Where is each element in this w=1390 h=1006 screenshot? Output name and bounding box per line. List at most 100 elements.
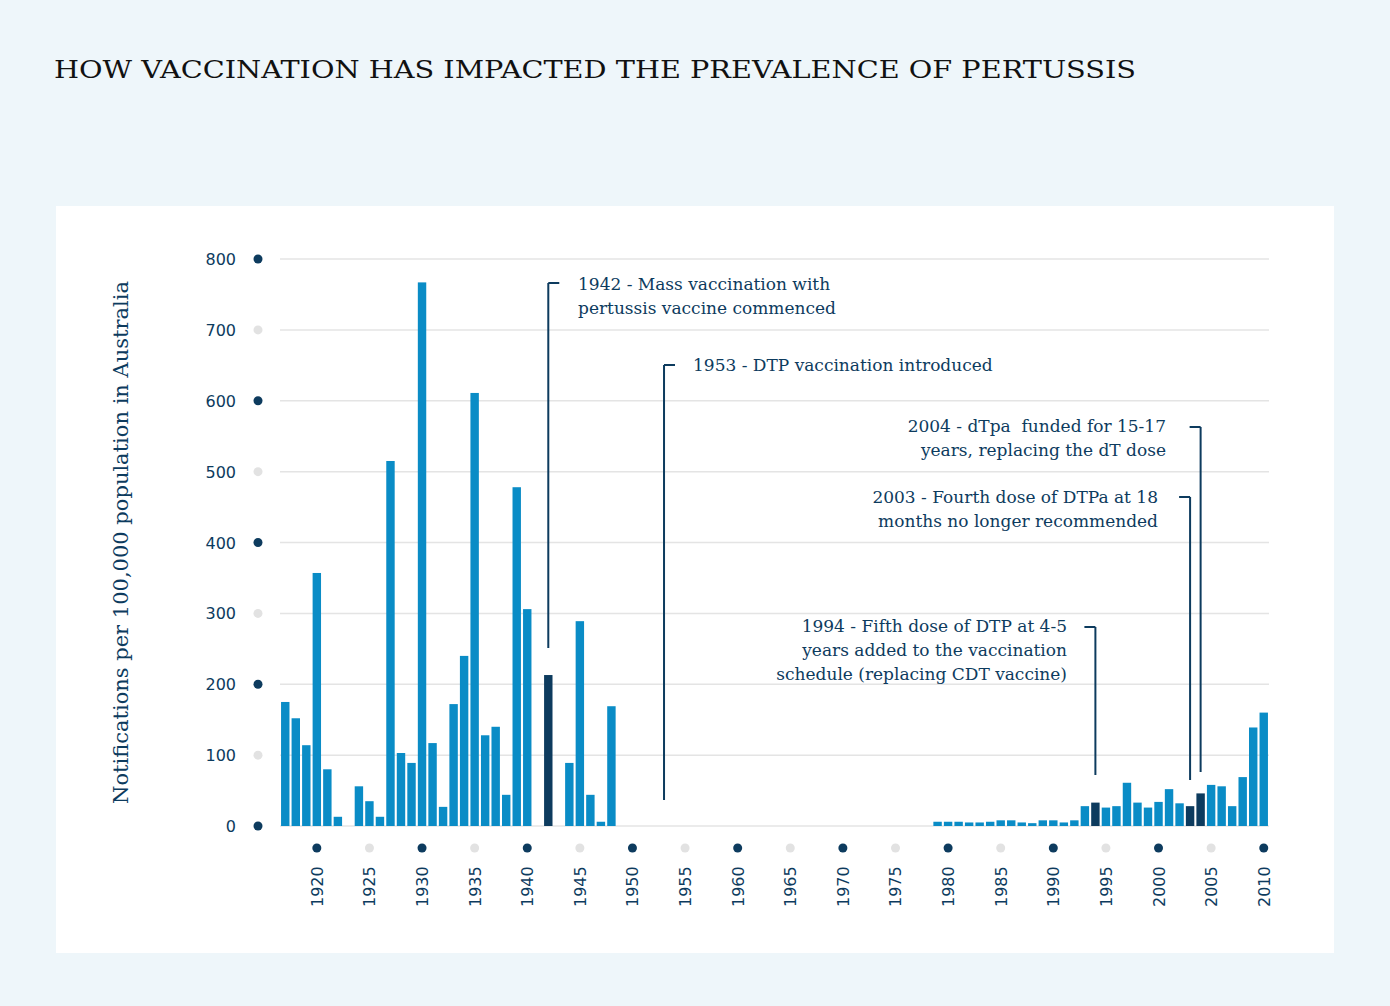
annotation-line [1200, 427, 1202, 772]
bar [376, 817, 384, 826]
bar [302, 745, 310, 826]
x-tick-label: 1970 [834, 866, 853, 907]
bar [1081, 806, 1089, 826]
annotation-text: years added to the vaccination [801, 640, 1067, 660]
y-tick-label: 200 [205, 675, 236, 694]
grid-line [280, 471, 1269, 473]
grid-line [280, 400, 1269, 402]
x-tick [312, 844, 321, 853]
bar [1039, 820, 1047, 826]
annotation-text: 2004 - dTpa funded for 15-17 [908, 416, 1166, 436]
bar [1238, 777, 1246, 826]
grid-line [280, 542, 1269, 544]
y-tick-label: 600 [205, 392, 236, 411]
annotation-line [663, 365, 665, 800]
annotation-tick [1179, 496, 1190, 498]
y-tick-label: 500 [205, 463, 236, 482]
bar [1049, 820, 1057, 826]
x-tick-label: 1930 [413, 866, 432, 907]
annotation-tick [1084, 626, 1095, 628]
bar [1091, 803, 1099, 826]
bar [460, 656, 468, 826]
bar [491, 727, 499, 826]
bar [1102, 808, 1110, 826]
y-tick [254, 822, 263, 831]
y-tick [254, 609, 263, 618]
x-tick-label: 1995 [1097, 866, 1116, 907]
bar [407, 763, 415, 826]
y-tick [254, 396, 263, 405]
bar [954, 822, 962, 826]
y-tick [254, 751, 263, 760]
x-tick [891, 844, 900, 853]
y-axis-label: Notifications per 100,000 population in … [109, 281, 133, 804]
annotation-text: 1942 - Mass vaccination with [578, 274, 830, 294]
x-tick-label: 1945 [571, 866, 590, 907]
bar [1207, 785, 1215, 826]
bar [944, 822, 952, 826]
x-tick-label: 1955 [676, 866, 695, 907]
x-tick-label: 1935 [466, 866, 485, 907]
bar [1228, 806, 1236, 826]
y-tick [254, 680, 263, 689]
annotation-line [1189, 497, 1191, 780]
bar [1028, 823, 1036, 826]
bar [1249, 727, 1257, 826]
x-tick-label: 1925 [360, 866, 379, 907]
y-tick-label: 100 [205, 746, 236, 765]
chart: HOW VACCINATION HAS IMPACTED THE PREVALE… [0, 0, 1390, 1006]
annotation-text: months no longer recommended [878, 511, 1158, 531]
bar [1060, 822, 1068, 826]
grid-line [280, 258, 1269, 260]
bar [597, 822, 605, 826]
bar [281, 702, 289, 826]
x-tick [838, 844, 847, 853]
bar [323, 769, 331, 826]
background [0, 0, 1390, 1006]
x-tick-label: 1960 [729, 866, 748, 907]
bar [1070, 820, 1078, 826]
bar [334, 817, 342, 826]
bar [449, 704, 457, 826]
bar [365, 801, 373, 826]
x-tick-label: 1990 [1044, 866, 1063, 907]
bar [386, 461, 394, 826]
x-tick-label: 1975 [886, 866, 905, 907]
bar [513, 487, 521, 826]
bar [544, 675, 552, 826]
x-tick [1049, 844, 1058, 853]
x-tick [681, 844, 690, 853]
bar [1165, 789, 1173, 826]
bar [1133, 803, 1141, 826]
bar [1260, 713, 1268, 826]
bar [1196, 793, 1204, 826]
x-tick [523, 844, 532, 853]
bar [576, 621, 584, 826]
panel [56, 206, 1334, 953]
bar [1123, 783, 1131, 826]
bar [565, 763, 573, 826]
bar [1144, 808, 1152, 826]
x-tick [733, 844, 742, 853]
bar [355, 786, 363, 826]
y-tick-label: 800 [205, 250, 236, 269]
x-tick [418, 844, 427, 853]
y-tick-label: 300 [205, 604, 236, 623]
y-tick [254, 538, 263, 547]
x-tick [1154, 844, 1163, 853]
x-tick-label: 2005 [1202, 866, 1221, 907]
annotation-tick [664, 364, 675, 366]
y-tick-label: 400 [205, 534, 236, 553]
x-tick-label: 1920 [308, 866, 327, 907]
bar [933, 822, 941, 826]
x-tick-label: 1980 [939, 866, 958, 907]
x-tick [1207, 844, 1216, 853]
grid-line [280, 329, 1269, 331]
bar [439, 807, 447, 826]
bar [975, 822, 983, 826]
annotation-text: 2003 - Fourth dose of DTPa at 18 [872, 487, 1158, 507]
x-tick-label: 1985 [992, 866, 1011, 907]
bar [1018, 822, 1026, 826]
x-tick [575, 844, 584, 853]
annotation-line [1094, 627, 1096, 775]
